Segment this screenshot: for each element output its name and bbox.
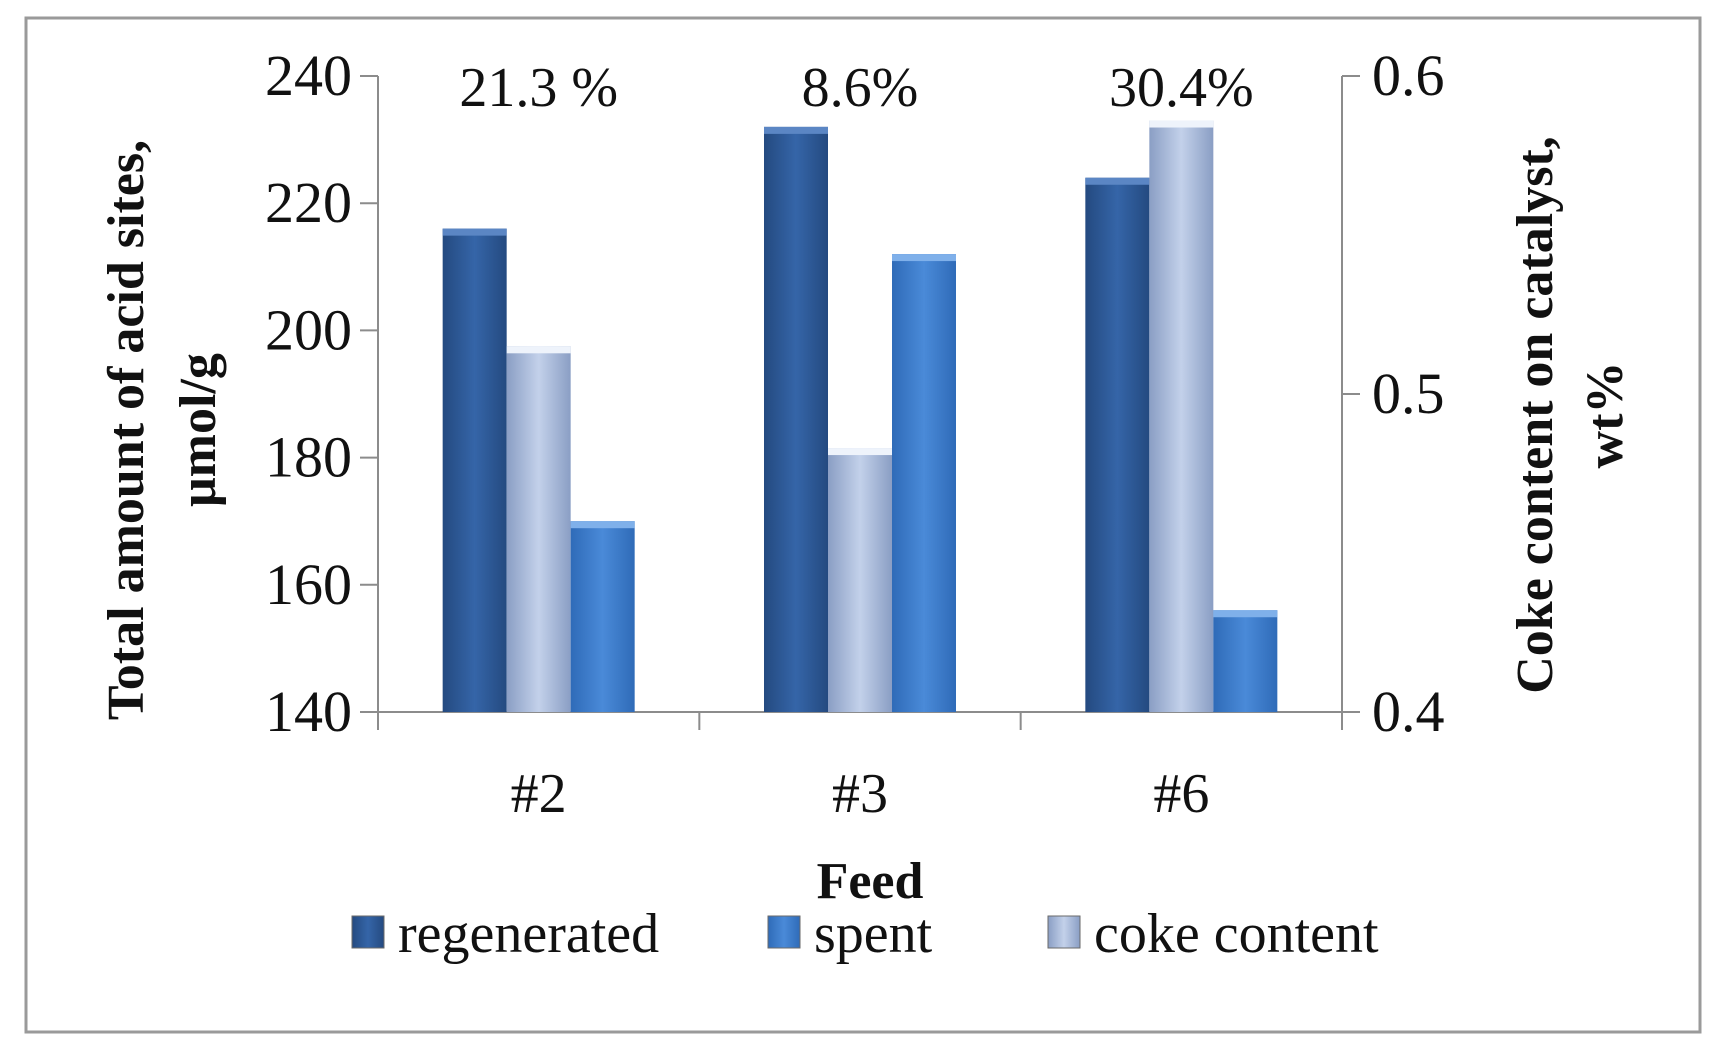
bar-regenerated-2 xyxy=(442,228,507,712)
bar-cap-coke-content-6 xyxy=(1149,120,1214,128)
left-tick-label: 180 xyxy=(265,425,352,490)
x-axis-ticks: #2 #3 #6 xyxy=(377,712,1343,825)
bar-cap-regenerated-2 xyxy=(442,228,507,236)
bar-cap-regenerated-3 xyxy=(764,126,828,134)
bar-cap-spent-3 xyxy=(892,254,956,262)
bar-regenerated-3 xyxy=(764,126,828,712)
bar-coke-content-3 xyxy=(828,448,892,712)
right-tick-label: 0.4 xyxy=(1372,679,1445,744)
legend: regenerated spent coke content xyxy=(351,903,1379,965)
right-axis-title: Coke content on catalyst, xyxy=(1507,136,1564,694)
annotation-group: 21.3 % 8.6% 30.4% xyxy=(459,57,1253,119)
x-tick-label: #6 xyxy=(1153,763,1209,825)
right-axis-title-unit: wt% xyxy=(1577,362,1634,469)
x-axis-title: Feed xyxy=(817,853,924,910)
right-axis-ticks: 0.4 0.5 0.6 xyxy=(1342,43,1445,744)
bar-coke-content-2 xyxy=(506,346,571,712)
bar-cap-coke-content-3 xyxy=(828,448,892,456)
legend-label-coke-content: coke content xyxy=(1094,903,1379,965)
right-tick-label: 0.5 xyxy=(1372,361,1445,426)
legend-swatch-spent xyxy=(767,915,801,949)
bar-series-group xyxy=(442,120,1278,712)
bar-regenerated-6 xyxy=(1085,177,1150,712)
left-tick-label: 160 xyxy=(265,552,352,617)
left-tick-label: 200 xyxy=(265,297,352,362)
bar-cap-regenerated-6 xyxy=(1085,177,1150,185)
bar-spent-6 xyxy=(1213,610,1278,712)
left-axis-title: Total amount of acid sites, xyxy=(98,140,155,720)
left-tick-label: 220 xyxy=(265,170,352,235)
bar-spent-3 xyxy=(892,254,956,712)
left-tick-label: 140 xyxy=(265,679,352,744)
legend-swatch-regenerated xyxy=(351,915,385,949)
x-tick-label: #3 xyxy=(832,763,888,825)
annotation-label: 30.4% xyxy=(1109,57,1254,119)
bar-cap-spent-2 xyxy=(570,521,635,529)
bar-coke-content-6 xyxy=(1149,120,1214,712)
left-axis-ticks: 140 160 180 200 220 240 xyxy=(265,43,378,744)
annotation-label: 21.3 % xyxy=(459,57,618,119)
left-axis-title-unit: μmol/g xyxy=(170,353,227,507)
x-tick-label: #2 xyxy=(511,763,567,825)
legend-swatch-coke-content xyxy=(1047,915,1081,949)
legend-label-spent: spent xyxy=(814,903,933,965)
legend-label-regenerated: regenerated xyxy=(398,903,659,965)
bar-spent-2 xyxy=(570,521,635,712)
left-tick-label: 240 xyxy=(265,43,352,108)
right-tick-label: 0.6 xyxy=(1372,43,1445,108)
bar-cap-spent-6 xyxy=(1213,610,1278,618)
annotation-label: 8.6% xyxy=(802,57,919,119)
bar-cap-coke-content-2 xyxy=(506,346,571,354)
